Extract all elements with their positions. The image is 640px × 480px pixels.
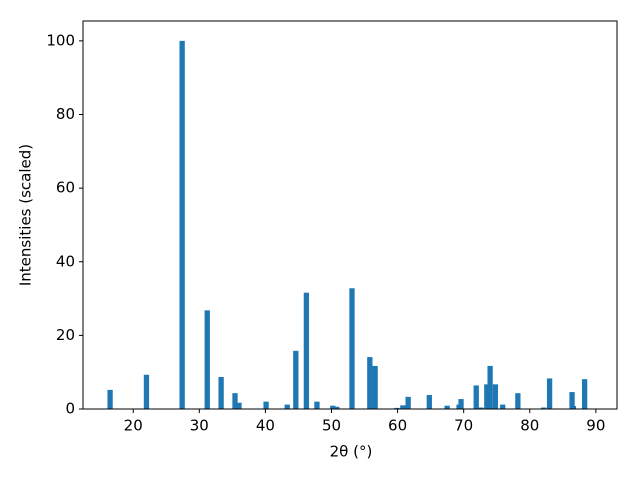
bar (284, 404, 290, 409)
y-tick-label: 40 (56, 252, 75, 270)
bar (367, 357, 373, 409)
bar (540, 407, 547, 409)
bar (546, 378, 553, 409)
y-tick-label: 80 (56, 105, 75, 123)
bar (372, 365, 378, 409)
y-tick-label: 20 (56, 326, 75, 344)
bar (143, 374, 150, 409)
bar (394, 407, 400, 409)
bar (330, 405, 336, 409)
bar (107, 389, 113, 409)
plot-frame (82, 20, 618, 410)
bar (314, 401, 320, 409)
bar (405, 396, 411, 409)
bar (487, 365, 493, 409)
bar (303, 292, 310, 409)
bar (473, 385, 479, 409)
bar (492, 384, 499, 409)
x-tick-label: 60 (388, 417, 407, 435)
bar (581, 379, 588, 409)
bar (334, 406, 340, 409)
x-tick-label: 90 (586, 417, 605, 435)
y-tick-label: 0 (65, 400, 75, 418)
x-axis-label: 2θ (°) (330, 443, 373, 461)
x-tick-label: 50 (322, 417, 341, 435)
bar (458, 399, 464, 409)
bar (218, 376, 224, 409)
bar (478, 407, 484, 409)
x-tick-label: 40 (256, 417, 275, 435)
x-tick-label: 70 (454, 417, 473, 435)
bar (236, 402, 242, 409)
bar (349, 288, 355, 409)
x-tick-label: 80 (520, 417, 539, 435)
bar (515, 393, 521, 409)
bar (444, 405, 450, 409)
y-tick-label: 60 (56, 179, 75, 197)
bar (293, 350, 299, 409)
bar (570, 406, 577, 409)
bar (500, 404, 506, 409)
bar (569, 392, 575, 409)
x-tick-label: 30 (190, 417, 209, 435)
y-axis-label: Intensities (scaled) (17, 144, 35, 286)
bar (426, 395, 432, 409)
bar (232, 393, 238, 409)
bar (400, 405, 406, 409)
y-tick-label: 100 (46, 31, 75, 49)
bar (179, 40, 185, 409)
bar (263, 401, 269, 409)
bar (484, 384, 490, 409)
bar (204, 310, 210, 409)
x-tick-label: 20 (124, 417, 143, 435)
